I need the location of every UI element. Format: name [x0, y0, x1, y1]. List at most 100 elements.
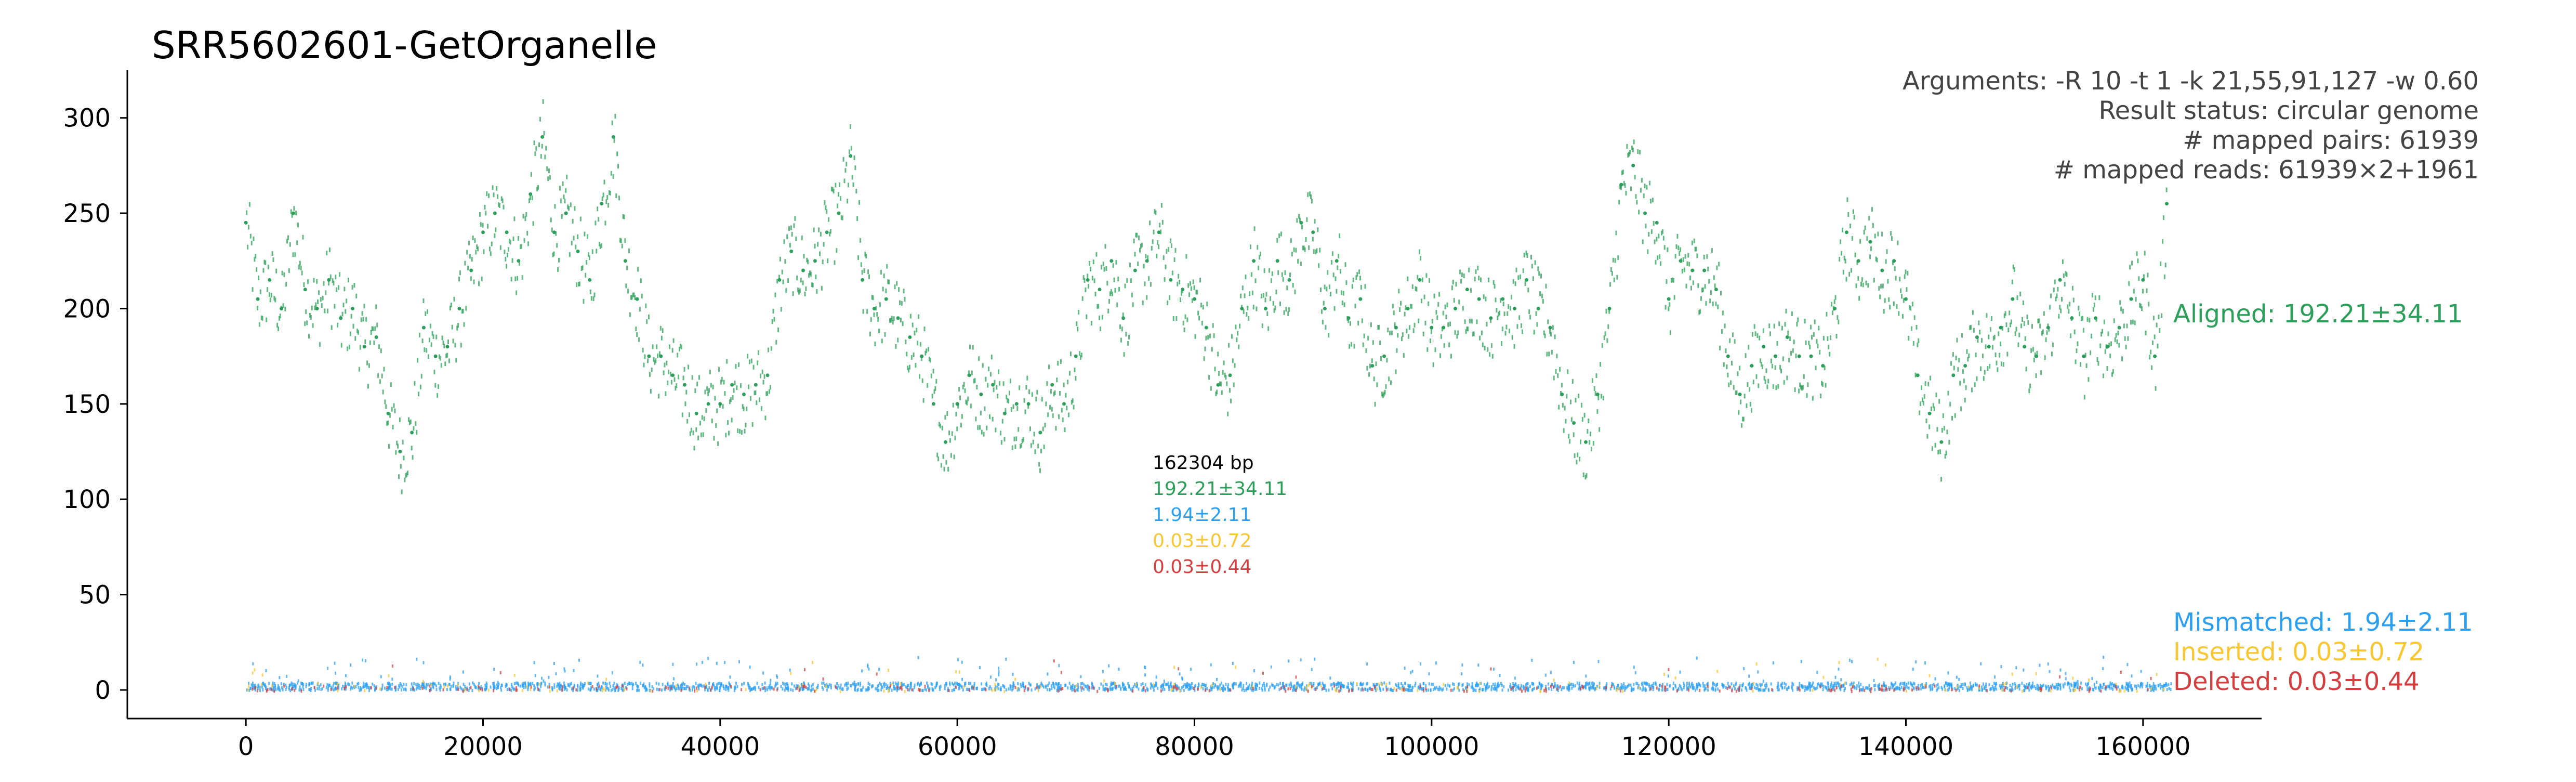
mismatched-point — [638, 685, 640, 688]
mismatched-point — [1808, 681, 1810, 685]
mismatched-point — [1238, 685, 1240, 688]
mismatched-point — [1826, 688, 1828, 692]
aligned-point — [1052, 413, 1054, 418]
mismatched-point — [1404, 688, 1406, 692]
mismatched-point — [1594, 687, 1596, 690]
aligned-point — [1654, 239, 1656, 244]
mismatched-point — [2039, 663, 2041, 667]
mismatched-point — [500, 683, 503, 687]
aligned-point — [472, 236, 474, 241]
mismatched-point — [1777, 684, 1779, 688]
aligned-point — [1408, 334, 1410, 339]
mismatched-point — [898, 687, 900, 690]
mismatched-point — [1056, 686, 1059, 689]
mismatched-point — [294, 683, 296, 686]
aligned-point — [588, 252, 589, 257]
mismatched-point — [252, 684, 254, 687]
mismatched-point — [420, 685, 422, 688]
mismatched-point — [337, 687, 339, 690]
mismatched-point — [1574, 684, 1576, 687]
aligned-point — [571, 240, 573, 245]
aligned-point — [1805, 340, 1807, 345]
aligned-point — [510, 277, 512, 282]
aligned-point — [1287, 278, 1291, 282]
aligned-point — [1533, 330, 1535, 335]
aligned-point — [1939, 440, 1944, 444]
aligned-point — [1109, 291, 1111, 296]
mismatched-point — [1467, 682, 1468, 686]
aligned-point — [1142, 301, 1144, 306]
aligned-point — [548, 168, 550, 173]
aligned-point — [2155, 386, 2157, 391]
deleted-point — [1024, 685, 1026, 688]
mismatched-point — [1053, 686, 1055, 689]
mismatched-point — [1578, 684, 1580, 687]
mismatched-point — [1756, 684, 1759, 687]
aligned-point — [1712, 301, 1714, 306]
mismatched-point — [883, 682, 886, 685]
aligned-point — [1337, 265, 1339, 270]
aligned-point — [1745, 353, 1747, 358]
mismatched-point — [1056, 688, 1058, 692]
inserted-point — [1478, 690, 1481, 693]
aligned-point — [1056, 377, 1058, 383]
aligned-point — [415, 421, 417, 426]
mismatched-point — [1008, 687, 1010, 691]
inserted-point — [1822, 675, 1825, 679]
deleted-point — [1738, 686, 1740, 690]
aligned-point — [1354, 303, 1356, 308]
mismatched-point — [2073, 684, 2076, 687]
aligned-point — [1441, 327, 1443, 332]
aligned-point — [1425, 273, 1428, 278]
mismatched-point — [478, 687, 480, 691]
aligned-point — [2092, 293, 2093, 298]
aligned-point — [1113, 277, 1115, 282]
aligned-point — [806, 257, 808, 263]
aligned-point — [2125, 345, 2127, 350]
mismatched-point — [1154, 684, 1156, 687]
mismatched-point — [680, 684, 682, 687]
aligned-point — [1013, 436, 1015, 441]
aligned-point — [348, 278, 349, 283]
aligned-point — [413, 426, 415, 431]
mismatched-point — [1920, 684, 1922, 687]
mismatched-point — [1458, 688, 1460, 692]
aligned-point — [1680, 247, 1682, 252]
mismatched-point — [1784, 686, 1786, 689]
aligned-point — [2017, 342, 2019, 347]
mismatched-point — [588, 682, 590, 685]
mismatched-point — [1551, 683, 1553, 686]
mismatched-point — [445, 683, 447, 687]
aligned-point — [2001, 325, 2003, 331]
mismatched-point — [606, 682, 608, 686]
aligned-point — [1002, 411, 1007, 415]
mismatched-point — [463, 682, 465, 686]
aligned-point — [1920, 401, 1922, 407]
aligned-point — [585, 272, 587, 278]
mismatched-point — [1194, 685, 1196, 688]
mismatched-point — [1704, 684, 1706, 687]
aligned-point — [1234, 363, 1236, 368]
aligned-point — [1009, 379, 1011, 384]
mismatched-point — [1980, 662, 1982, 666]
mismatched-point — [597, 686, 599, 690]
mismatched-point — [449, 687, 451, 691]
aligned-point — [588, 278, 592, 282]
aligned-point — [992, 416, 994, 422]
mismatched-point — [1653, 682, 1655, 685]
aligned-point — [633, 292, 635, 297]
aligned-point — [1147, 255, 1149, 260]
mismatched-point — [891, 688, 893, 692]
aligned-point — [2080, 362, 2082, 367]
aligned-point — [1803, 374, 1805, 379]
inserted-point — [1928, 674, 1931, 677]
mismatched-point — [468, 688, 470, 692]
aligned-point — [961, 414, 963, 419]
mismatched-point — [1446, 687, 1448, 691]
mismatched-point — [1205, 684, 1207, 687]
mismatched-point — [678, 687, 680, 690]
aligned-point — [1702, 268, 1707, 272]
mismatched-point — [729, 683, 731, 687]
aligned-point — [726, 359, 728, 364]
mismatched-point — [1112, 686, 1114, 690]
